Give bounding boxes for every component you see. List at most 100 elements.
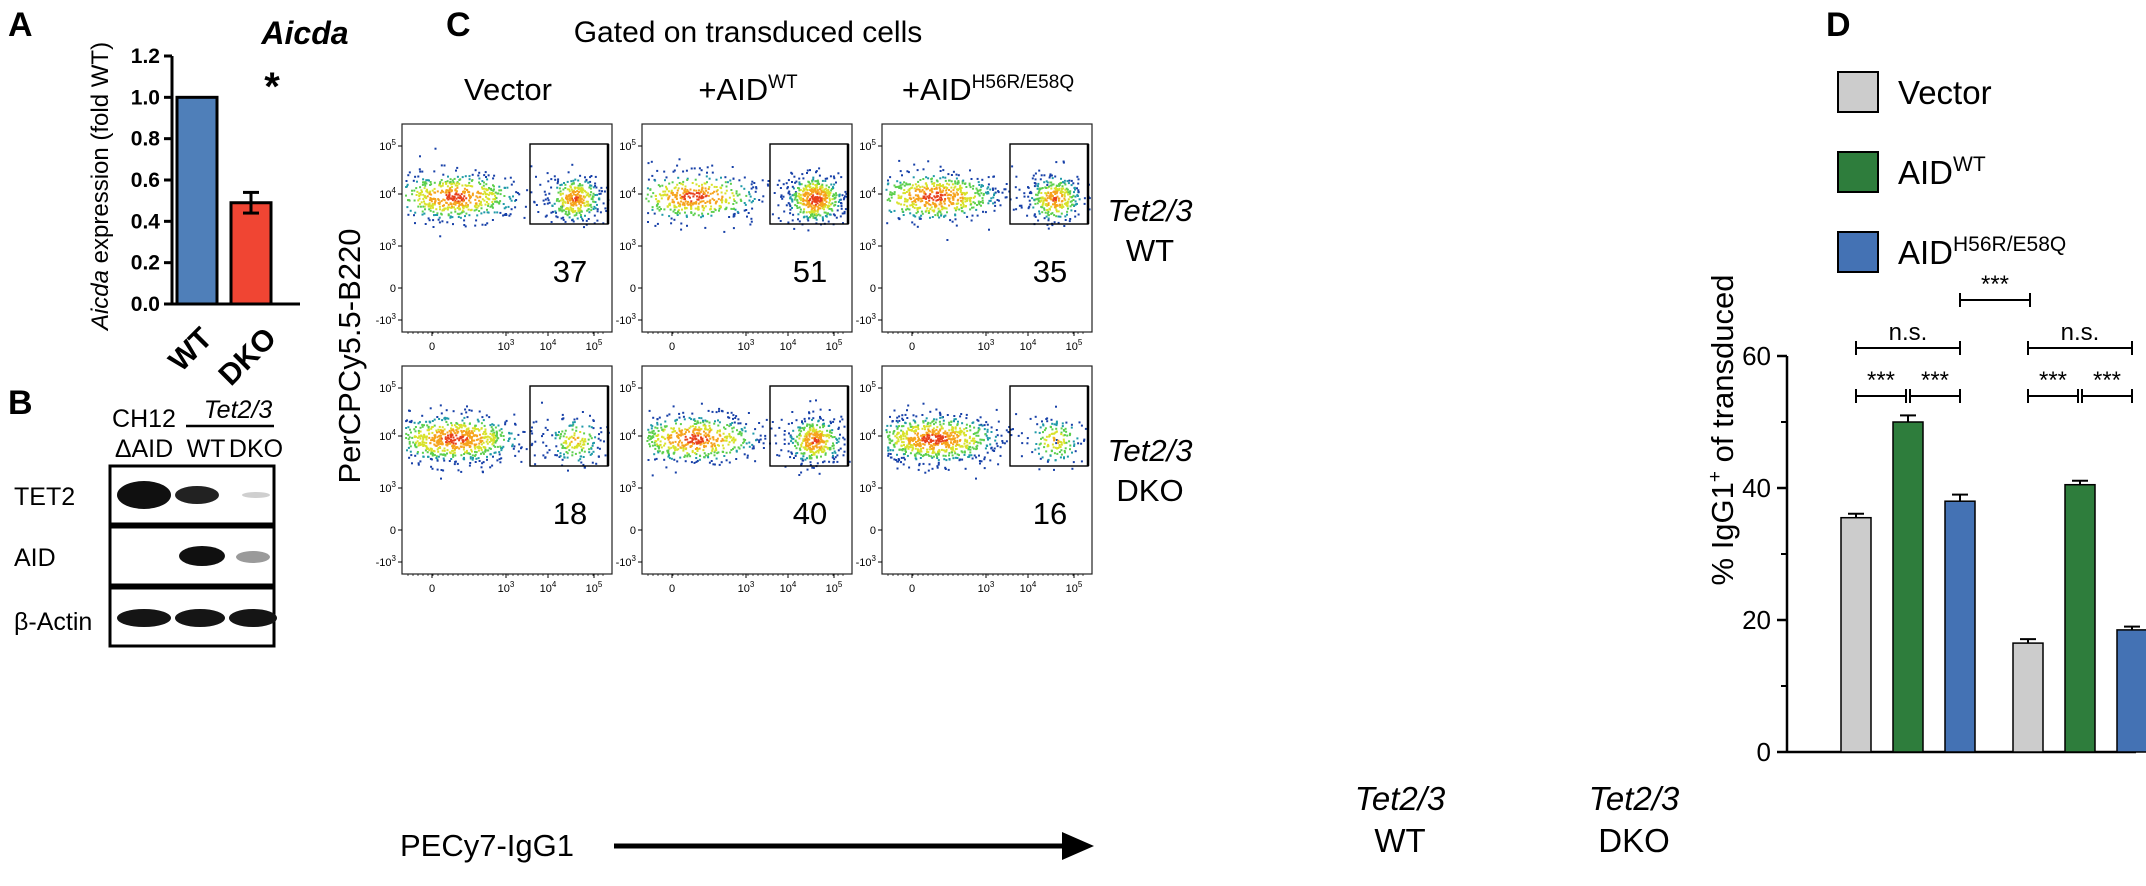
col-header-aid-wt: +AIDWT — [698, 72, 798, 107]
col-header-aid-mutant: +AIDH56R/E58Q — [902, 72, 1074, 107]
sig-label: *** — [1867, 367, 1895, 394]
band-actin-ch12 — [117, 609, 171, 627]
gate-percentage: 51 — [793, 254, 827, 289]
flow-events — [405, 401, 610, 480]
legend-label-1: AIDWT — [1898, 153, 1986, 191]
sig-label: *** — [1921, 367, 1949, 394]
flow-plot-grid: 37 105 104 103 0 -103 0 103 104 105 51 105 104 103 0 -1… — [376, 123, 1093, 595]
group-label-dko-italic: Tet2/3 — [1589, 780, 1680, 817]
panel-a-y-tick-label: 1.2 — [131, 45, 160, 68]
flow-y-tick-label: 104 — [859, 428, 876, 443]
flow-y-tick-label: 104 — [379, 428, 396, 443]
row-label-dko-italic: Tet2/3 — [1107, 433, 1192, 468]
flow-events — [885, 159, 1091, 241]
legend-label-0: Vector — [1898, 74, 1992, 111]
panel-a-ylabel-rest: expression (fold WT) — [87, 42, 114, 270]
legend-label-2: AIDH56R/E58Q — [1898, 233, 2066, 271]
panel-a-title: Aicda — [260, 15, 348, 51]
flow-x-tick-label: 0 — [429, 341, 435, 353]
flow-plot-frame — [401, 365, 613, 575]
flow-x-tick-label: 104 — [1020, 338, 1037, 353]
flow-x-tick-label: 104 — [780, 580, 797, 595]
flow-events — [646, 399, 851, 477]
blot-header-ch12: CH12 — [112, 405, 176, 433]
flow-events — [645, 158, 848, 233]
panel-c-title: Gated on transduced cells — [574, 16, 923, 49]
gate-percentage: 35 — [1033, 254, 1067, 289]
row-label-wt-italic: Tet2/3 — [1107, 193, 1192, 228]
legend-swatch-0 — [1837, 71, 1879, 113]
panel-a-y-tick-label: 0.2 — [131, 252, 160, 275]
blot-actin — [108, 586, 277, 648]
panel-d-significance: n.s. *** *** n.s. *** *** *** — [1855, 271, 2133, 403]
flow-events — [885, 402, 1087, 480]
sig-label: n.s. — [1889, 319, 1928, 346]
panel-a-y-tick-label: 0.6 — [131, 169, 160, 192]
gate-percentage: 18 — [553, 496, 587, 531]
flow-y-tick-label: 105 — [859, 138, 876, 153]
panel-letter-d: D — [1826, 6, 1851, 44]
flow-y-tick-label: 0 — [390, 283, 396, 295]
flow-y-tick-label: 104 — [619, 186, 636, 201]
panel-a-y-tick-label: 0.4 — [131, 210, 161, 233]
band-tet2-ch12 — [117, 481, 171, 509]
panel-letter-c: C — [446, 6, 471, 44]
flow-y-tick-label: -103 — [856, 312, 877, 327]
panel-a-y-tick-label: 0.0 — [131, 293, 160, 316]
panel-d: Vector AIDWT AIDH56R/E58Q % IgG1+ of trans… — [1355, 71, 2146, 859]
flow-x-tick-label: 103 — [738, 338, 755, 353]
flow-x-tick-label: 0 — [429, 583, 435, 595]
group-label-wt-italic: Tet2/3 — [1355, 780, 1446, 817]
band-actin-dko — [229, 609, 277, 627]
flow-y-tick-label: 104 — [619, 428, 636, 443]
flow-x-tick-label: 0 — [909, 341, 915, 353]
flow-plot-dko-vector: 18 105 104 103 0 -103 0 103 104 105 — [376, 365, 613, 595]
band-tet2-wt — [175, 486, 219, 504]
flow-x-tick-label: 105 — [1066, 338, 1083, 353]
sig-label: n.s. — [2061, 319, 2100, 346]
panel-c-x-axis-label: PECy7-IgG1 — [400, 828, 574, 863]
flow-x-tick-label: 103 — [978, 580, 995, 595]
group-label-dko: DKO — [1598, 822, 1670, 859]
panel-c-y-axis-label: PerCPCy5.5-B220 — [332, 228, 367, 483]
flow-y-tick-label: 0 — [630, 283, 636, 295]
band-tet2-dko — [242, 492, 270, 498]
flow-y-tick-label: 105 — [859, 380, 876, 395]
flow-y-tick-label: 103 — [379, 480, 396, 495]
panel-d-ylabel: % IgG1+ of transduced — [1705, 275, 1740, 586]
panel-a-y-axis: 0.0 0.2 0.4 0.6 0.8 1.0 1.2 — [131, 45, 300, 316]
panel-d-y-tick-label: 0 — [1757, 737, 1771, 767]
panel-d-bar-2-1 — [2116, 629, 2146, 753]
flow-y-tick-label: -103 — [616, 554, 637, 569]
panel-a-bar-dko — [229, 201, 273, 306]
panel-d-y-tick-label: 60 — [1742, 341, 1771, 371]
panel-a-xlabel-dko: DKO — [212, 322, 282, 392]
panel-d-bar-1-1 — [2064, 483, 2096, 753]
flow-x-tick-label: 0 — [909, 583, 915, 595]
flow-y-tick-label: -103 — [616, 312, 637, 327]
band-aid-dko — [236, 551, 270, 563]
panel-d-bar-0-0 — [1840, 516, 1872, 753]
band-aid-wt — [179, 546, 225, 566]
flow-y-tick-label: 104 — [379, 186, 396, 201]
panel-d-bar-0-1 — [2012, 642, 2044, 753]
blot-tet2 — [108, 464, 276, 526]
flow-x-tick-label: 105 — [586, 338, 603, 353]
sig-label: *** — [2093, 367, 2121, 394]
blot-header-tet23: Tet2/3 — [204, 396, 273, 424]
flow-y-tick-label: 0 — [870, 525, 876, 537]
flow-y-tick-label: -103 — [376, 554, 397, 569]
gate-percentage: 40 — [793, 496, 827, 531]
flow-x-tick-label: 103 — [498, 338, 515, 353]
flow-y-tick-label: 103 — [859, 238, 876, 253]
gate-percentage: 37 — [553, 254, 587, 289]
flow-y-tick-label: 0 — [390, 525, 396, 537]
flow-y-tick-label: 103 — [619, 480, 636, 495]
flow-x-tick-label: 103 — [738, 580, 755, 595]
panel-letter-b: B — [8, 384, 33, 422]
flow-y-tick-label: 105 — [619, 380, 636, 395]
flow-y-tick-label: 105 — [379, 138, 396, 153]
panel-a-significance: * — [264, 65, 280, 109]
flow-plot-dko-aid-mutant: 16 105 104 103 0 -103 0 103 104 105 — [856, 365, 1093, 595]
